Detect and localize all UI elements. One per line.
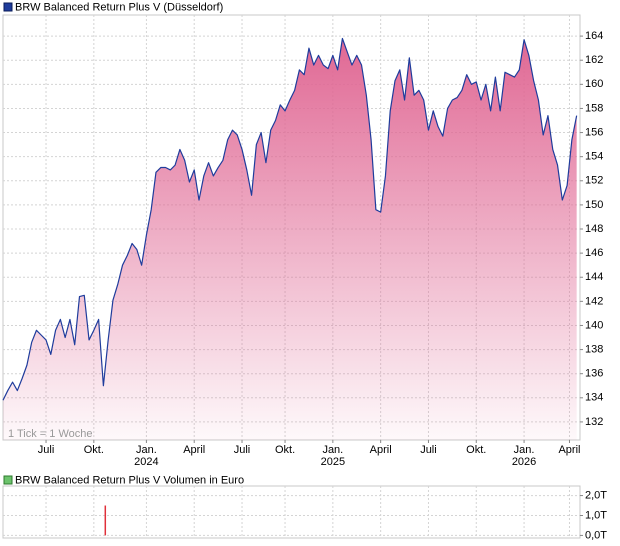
y-tick-label: 0,0T: [585, 529, 607, 541]
legend-swatch: [3, 2, 13, 12]
x-tick-label: Okt.: [84, 444, 104, 456]
x-tick-label: Jan.: [514, 444, 535, 456]
y-tick-label: 162: [585, 54, 603, 66]
legend-label: BRW Balanced Return Plus V Volumen in Eu…: [15, 474, 244, 486]
y-tick-label: 146: [585, 247, 603, 259]
y-tick-label: 164: [585, 30, 603, 42]
y-tick-label: 2,0T: [585, 489, 607, 501]
volume-bar: [104, 505, 107, 536]
x-tick-label: Jan.: [322, 444, 343, 456]
y-tick-label: 138: [585, 343, 603, 355]
x-tick-label: April: [370, 444, 392, 456]
x-tick-label: Juli: [420, 444, 437, 456]
y-tick-label: 1,0T: [585, 509, 607, 521]
x-tick-label: April: [183, 444, 205, 456]
y-tick-label: 160: [585, 78, 603, 90]
x-year-label: 2024: [134, 456, 158, 468]
price-line: [2, 37, 578, 401]
legend-label: BRW Balanced Return Plus V (Düsseldorf): [15, 1, 223, 13]
x-tick-label: April: [558, 444, 580, 456]
y-tick-label: 150: [585, 199, 603, 211]
x-tick-label: Juli: [234, 444, 251, 456]
y-tick-label: 152: [585, 175, 603, 187]
y-tick-label: 144: [585, 271, 603, 283]
x-tick-label: Juli: [38, 444, 55, 456]
y-tick-label: 148: [585, 223, 603, 235]
area-fill: [3, 38, 577, 440]
y-tick-label: 154: [585, 151, 603, 163]
y-tick-label: 136: [585, 368, 603, 380]
plot-frame: [2, 485, 581, 539]
x-year-label: 2026: [512, 456, 536, 468]
x-tick-label: Okt.: [466, 444, 486, 456]
legend-swatch: [3, 475, 13, 485]
annotation: 1 Tick = 1 Woche: [8, 428, 92, 440]
y-tick-label: 132: [585, 416, 603, 428]
y-tick-label: 142: [585, 295, 603, 307]
x-tick-label: Jan.: [136, 444, 157, 456]
y-tick-label: 156: [585, 126, 603, 138]
y-tick-label: 134: [585, 392, 603, 404]
y-tick-label: 158: [585, 102, 603, 114]
x-tick-label: Okt.: [275, 444, 295, 456]
y-tick-label: 140: [585, 319, 603, 331]
x-year-label: 2025: [321, 456, 345, 468]
